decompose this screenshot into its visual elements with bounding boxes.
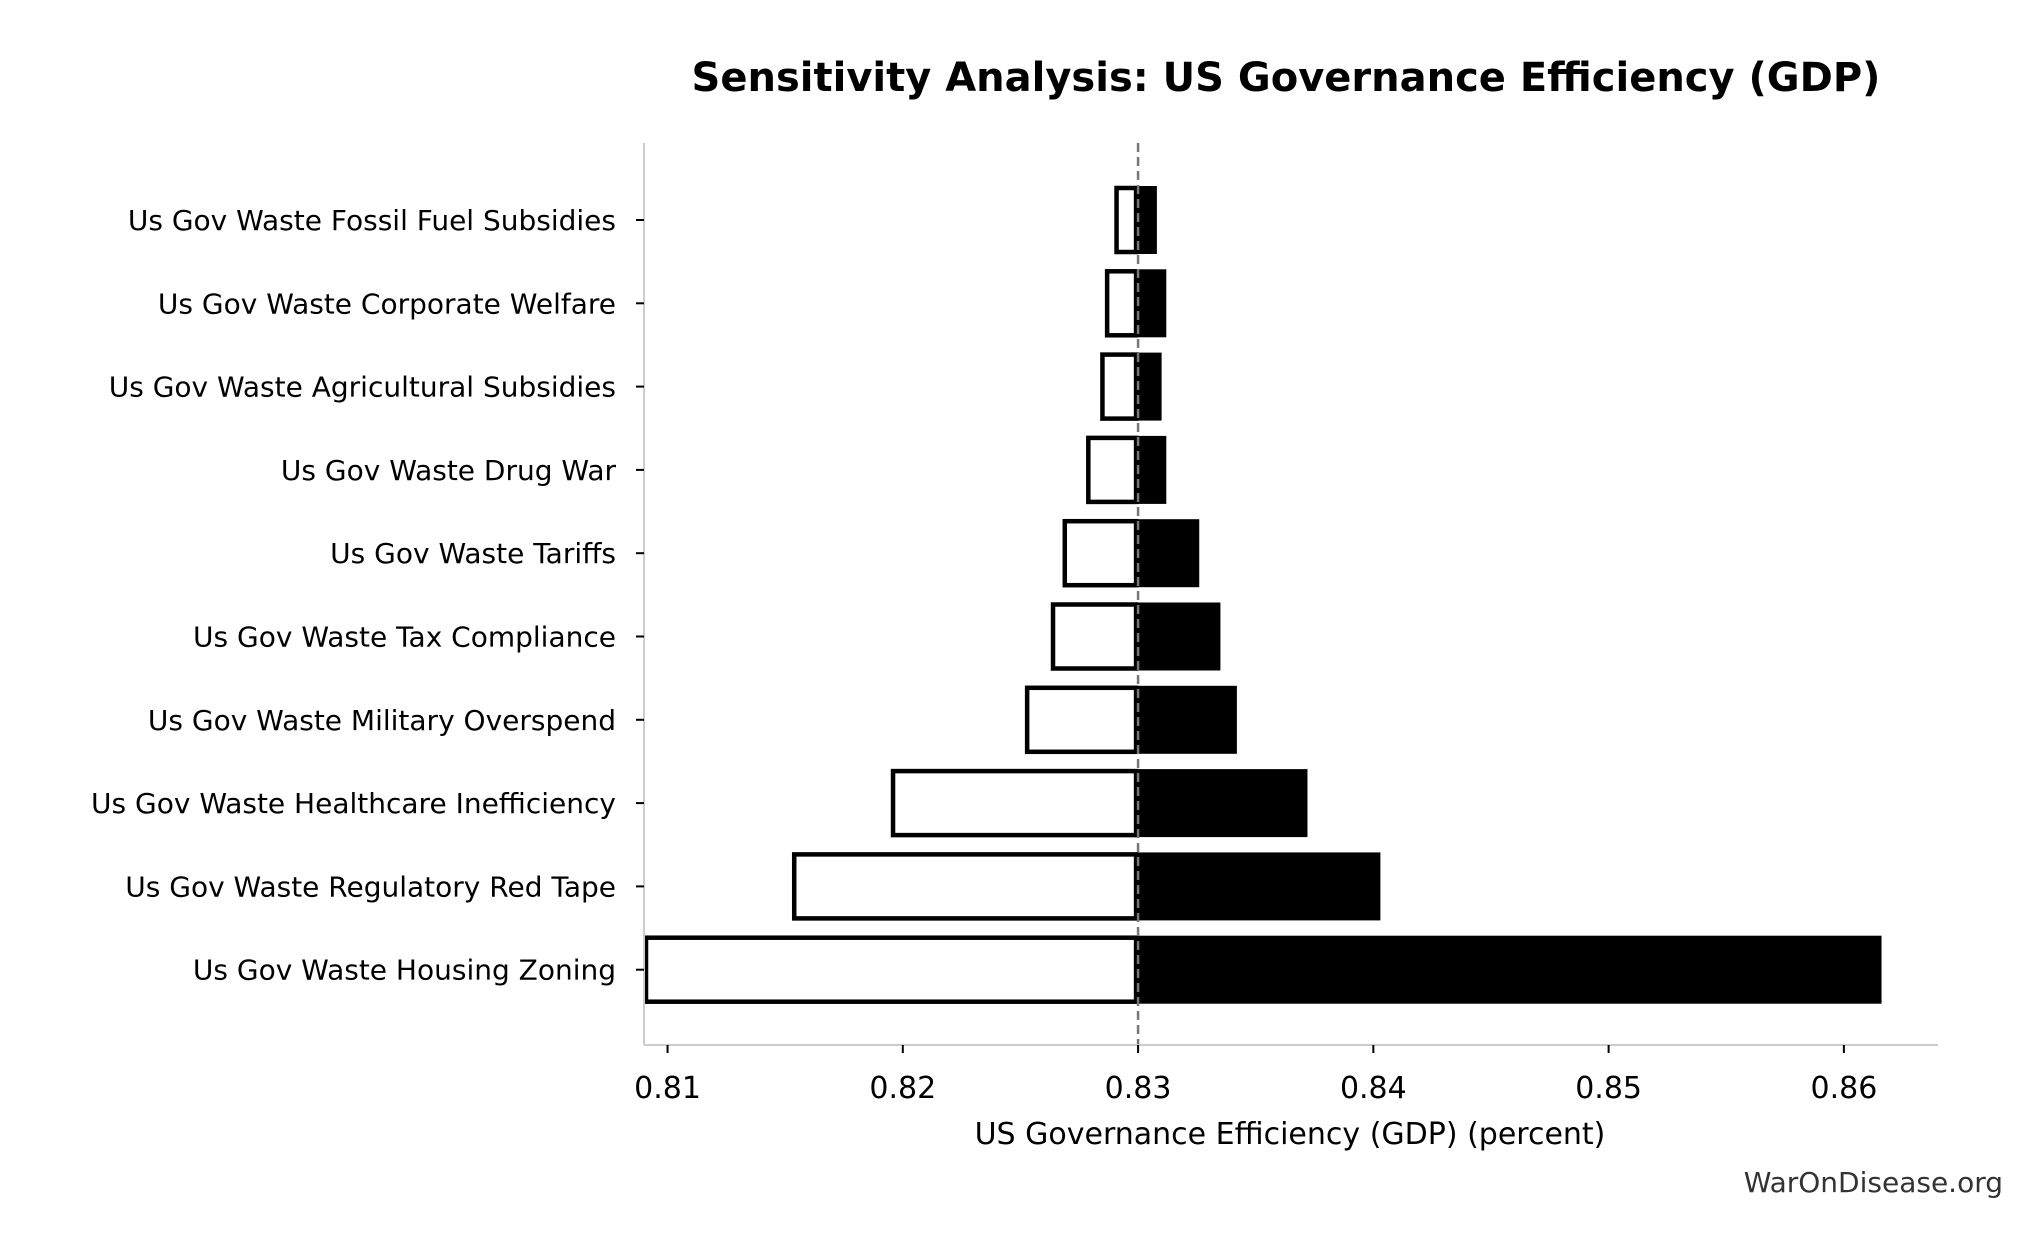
bar-high (1138, 435, 1167, 504)
bar-low (643, 935, 1139, 1004)
watermark: WarOnDisease.org (1744, 1166, 2003, 1199)
x-tick-label: 0.86 (1810, 1071, 1877, 1106)
bars-layer (643, 185, 1882, 1004)
category-label: Us Gov Waste Housing Zoning (193, 954, 616, 987)
bar-high (1138, 352, 1162, 421)
bar-high (1138, 269, 1167, 338)
x-tick-label: 0.83 (1105, 1071, 1172, 1106)
bar-high (1138, 186, 1157, 254)
category-label: Us Gov Waste Healthcare Inefficiency (91, 787, 616, 820)
bar-low (1024, 685, 1139, 755)
bar-low (1086, 435, 1139, 505)
category-label: Us Gov Waste Corporate Welfare (158, 287, 616, 320)
x-tick-label: 0.82 (869, 1071, 936, 1106)
bar-low (890, 768, 1139, 838)
x-tick-label: 0.84 (1340, 1071, 1407, 1106)
category-label: Us Gov Waste Tariffs (330, 537, 616, 570)
bar-low (791, 852, 1139, 921)
axes-layer (636, 143, 1938, 1053)
category-label: Us Gov Waste Regulatory Red Tape (125, 870, 616, 903)
category-label: Us Gov Waste Agricultural Subsidies (109, 371, 616, 404)
category-label: Us Gov Waste Tax Compliance (193, 621, 616, 654)
bar-low (1050, 602, 1139, 671)
bar-low (1100, 352, 1139, 421)
category-label: Us Gov Waste Fossil Fuel Subsidies (128, 204, 616, 237)
bar-high (1138, 602, 1221, 671)
bar-high (1138, 519, 1200, 588)
bar-low (1062, 518, 1139, 588)
bar-low (1104, 269, 1139, 338)
bar-low (1114, 185, 1139, 255)
category-label: Us Gov Waste Military Overspend (148, 704, 616, 737)
category-label: Us Gov Waste Drug War (281, 454, 617, 487)
chart-title: Sensitivity Analysis: US Governance Effi… (692, 55, 1881, 101)
x-axis-label: US Governance Efficiency (GDP) (percent) (975, 1117, 1606, 1152)
bar-high (1138, 685, 1237, 754)
x-tick-label: 0.85 (1575, 1071, 1642, 1106)
bar-high (1138, 852, 1381, 921)
bar-high (1138, 935, 1882, 1004)
labels-layer: Us Gov Waste Fossil Fuel Subsidies Us Gov… (91, 204, 1877, 1106)
x-tick-label: 0.81 (634, 1071, 701, 1106)
bar-high (1138, 769, 1308, 838)
